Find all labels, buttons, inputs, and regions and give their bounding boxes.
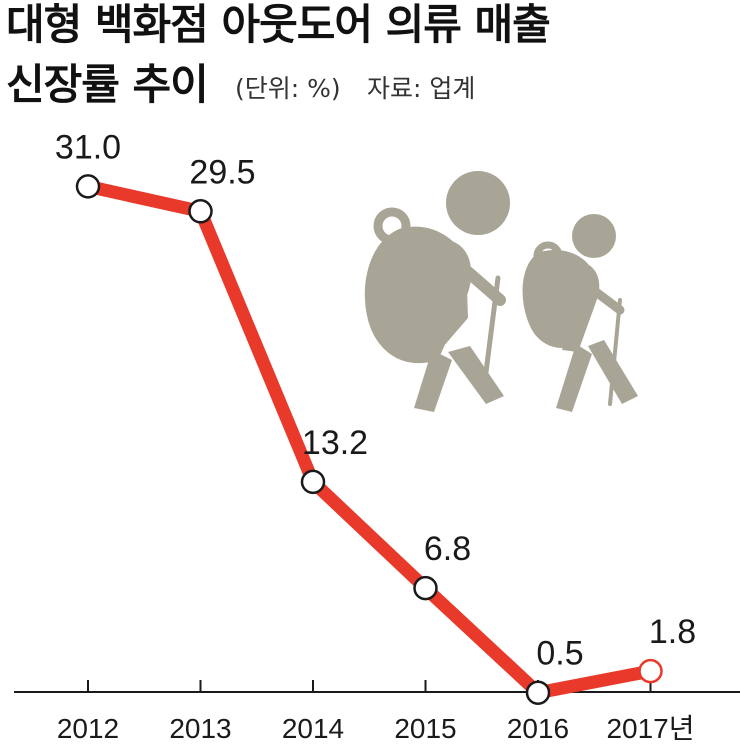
x-tick-label: 2017년 bbox=[606, 713, 694, 744]
x-tick-label: 2013 bbox=[169, 713, 231, 744]
data-label: 13.2 bbox=[302, 424, 368, 462]
series-line bbox=[81, 179, 657, 700]
two-hikers-icon bbox=[364, 171, 638, 412]
unit-note: (단위: %) bbox=[235, 74, 341, 103]
x-tick-label: 2016 bbox=[507, 713, 569, 744]
x-tick-label: 2015 bbox=[394, 713, 456, 744]
data-point-marker bbox=[525, 680, 551, 705]
hiker-small-icon bbox=[522, 214, 638, 412]
data-label: 0.5 bbox=[536, 635, 583, 673]
hiker-large-icon bbox=[364, 171, 510, 412]
data-label: 6.8 bbox=[424, 530, 471, 568]
source-note: 자료: 업계 bbox=[367, 74, 476, 103]
x-tick-label: 2014 bbox=[282, 713, 344, 744]
data-point-marker bbox=[75, 174, 101, 199]
data-label: 29.5 bbox=[189, 153, 255, 191]
chart-title-line-2: 신장률 추이 bbox=[6, 60, 209, 109]
data-point-marker bbox=[638, 658, 663, 684]
data-label: 31.0 bbox=[55, 128, 121, 166]
data-point-marker bbox=[413, 575, 438, 601]
x-tick-label: 2012 bbox=[57, 713, 119, 744]
chart-title-line-1: 대형 백화점 아웃도어 의류 매출 bbox=[6, 0, 551, 49]
data-point-marker bbox=[188, 199, 213, 224]
data-label: 1.8 bbox=[649, 613, 696, 651]
data-point-marker bbox=[300, 469, 326, 495]
